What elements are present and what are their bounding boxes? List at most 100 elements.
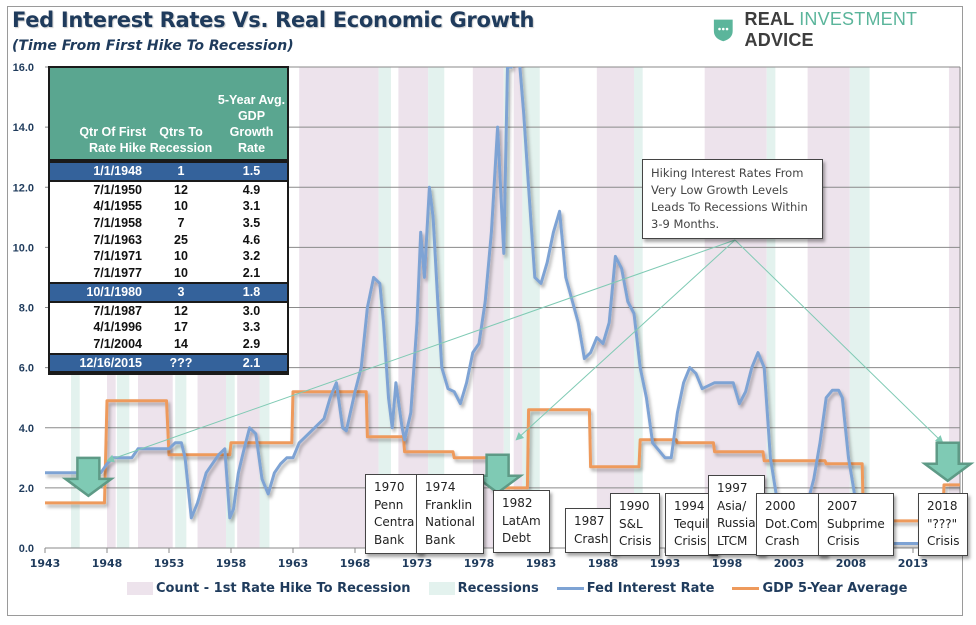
- y-tick-label: 12.0: [13, 182, 34, 194]
- x-tick-label: 2003: [774, 557, 805, 570]
- brand-logo: REAL INVESTMENT ADVICE: [712, 9, 976, 51]
- legend-item-fed-rate: Fed Interest Rate: [556, 581, 715, 596]
- cell-qtrs: 10: [174, 266, 188, 281]
- header-gdp-growth: 5-Year Avg. GDP Growth Rate: [217, 93, 286, 155]
- annotation-note: Hiking Interest Rates From Very Low Grow…: [642, 159, 823, 239]
- crisis-callout-1987: 1987 Crash: [565, 508, 618, 553]
- y-tick-label: 14.0: [13, 122, 34, 134]
- crisis-callout-1970: 1970 Penn Centra Bank: [365, 474, 424, 554]
- table-row: 7/1/1987 12 3.0: [50, 303, 287, 320]
- cell-qtrs: 10: [174, 199, 188, 214]
- gdp-5-year-average-line: [45, 390, 960, 523]
- crisis-callout-1974: 1974 Franklin National Bank: [416, 474, 485, 554]
- brand-word-real: REAL: [744, 9, 800, 29]
- pointer-line: [106, 239, 736, 463]
- x-tick-label: 1968: [340, 557, 371, 570]
- legend-label-fed-rate: Fed Interest Rate: [586, 581, 715, 596]
- series-layer: [45, 67, 960, 545]
- cell-date: 7/1/1971: [93, 249, 142, 264]
- crisis-callout-2007: 2007 Subprime Crisis: [818, 493, 894, 556]
- x-tick-label: 1943: [30, 557, 61, 570]
- cell-gdp: 3.0: [242, 303, 261, 318]
- legend-label-recessions: Recessions: [457, 581, 539, 596]
- legend-label-gdp: GDP 5-Year Average: [762, 581, 908, 596]
- cell-date: 12/16/2015: [79, 355, 142, 370]
- crisis-callout-1982: 1982 LatAm Debt: [493, 490, 550, 553]
- table-row: 12/16/2015??? 2.1: [50, 352, 287, 374]
- cell-gdp: 4.6: [242, 232, 261, 247]
- table-row: 7/1/1950 12 4.9: [50, 182, 287, 199]
- legend-swatch-fed-rate: [556, 587, 584, 590]
- y-tick-label: 6.0: [19, 363, 34, 375]
- table-row: 10/1/1980 3 1.8: [50, 281, 287, 303]
- rate-hike-table: Qtr Of First Rate Hike Qtrs To Recession…: [48, 66, 289, 376]
- table-row: 1/1/1948 1 1.5: [50, 161, 287, 182]
- cell-gdp: 1.5: [242, 164, 261, 178]
- down-arrow-icon: [470, 453, 525, 495]
- cell-qtrs: 1: [177, 164, 185, 178]
- brand-word-advice: ADVICE: [744, 30, 814, 50]
- legend-item-gdp: GDP 5-Year Average: [732, 581, 907, 596]
- down-arrow-icon: [61, 456, 116, 498]
- table-row: 7/1/1977 10 2.1: [50, 265, 287, 282]
- x-tick-label: 1998: [712, 557, 743, 570]
- x-tick-label: 1948: [92, 557, 123, 570]
- shield-chat-icon: [713, 19, 733, 42]
- header-qtrs-to-recession: Qtrs To Recession: [149, 125, 213, 155]
- cell-date: 1/1/1948: [93, 164, 142, 178]
- chart-legend: Count - 1st Rate Hike To Recession Reces…: [127, 581, 925, 596]
- legend-label-hike: Count - 1st Rate Hike To Recession: [156, 581, 411, 596]
- chart-subtitle: (Time From First Hike To Recession): [12, 38, 294, 54]
- y-tick-label: 2.0: [19, 483, 34, 495]
- header-qtr-first-hike: Qtr Of First Rate Hike: [79, 125, 146, 155]
- table-row: 7/1/2004 14 2.9: [50, 336, 287, 353]
- cell-qtrs: 10: [174, 249, 188, 264]
- pointer-lines-layer: [106, 239, 944, 463]
- table-header: Qtr Of First Rate Hike Qtrs To Recession…: [50, 68, 287, 161]
- table-row: 4/1/1955 10 3.1: [50, 198, 287, 215]
- cell-qtrs: 7: [177, 216, 185, 231]
- legend-item-hike: Count - 1st Rate Hike To Recession: [127, 581, 411, 596]
- cell-date: 4/1/1955: [93, 199, 142, 214]
- down-arrows-layer: [61, 441, 975, 498]
- cell-qtrs: 17: [174, 320, 188, 335]
- y-tick-label: 16.0: [13, 62, 34, 74]
- cell-gdp: 2.1: [242, 355, 261, 370]
- cell-gdp: 2.1: [242, 266, 261, 281]
- pointer-line: [734, 239, 944, 444]
- down-arrow-icon: [920, 441, 975, 483]
- cell-gdp: 3.2: [242, 249, 261, 264]
- cell-qtrs: 3: [177, 284, 185, 299]
- x-tick-label: 1978: [464, 557, 495, 570]
- table-body: 1/1/1948 1 1.5 7/1/1950 12 4.9 4/1/1955 10 3.1 7/…: [50, 161, 287, 374]
- x-tick-label: 1963: [278, 557, 309, 570]
- crisis-callout-2000: 2000 Dot.Com Crash: [756, 493, 827, 556]
- table-row: 7/1/1971 10 3.2: [50, 248, 287, 265]
- cell-date: 7/1/2004: [93, 336, 142, 351]
- x-tick-label: 1973: [402, 557, 433, 570]
- x-tick-label: 1988: [588, 557, 619, 570]
- cell-qtrs: 25: [174, 232, 188, 247]
- x-tick-label: 1993: [650, 557, 681, 570]
- x-tick-label: 1958: [216, 557, 247, 570]
- x-tick-label: 1983: [526, 557, 557, 570]
- brand-word-investment: INVESTMENT: [799, 9, 918, 29]
- cell-date: 7/1/1977: [93, 266, 142, 281]
- table-row: 7/1/1963 25 4.6: [50, 232, 287, 249]
- cell-gdp: 4.9: [242, 182, 261, 197]
- cell-gdp: 3.1: [242, 199, 261, 214]
- cell-qtrs: 12: [174, 182, 188, 197]
- cell-date: 7/1/1958: [93, 216, 142, 231]
- cell-qtrs: ???: [169, 355, 193, 370]
- table-row: 4/1/1996 17 3.3: [50, 319, 287, 336]
- legend-swatch-recessions: [428, 582, 455, 595]
- cell-gdp: 2.9: [242, 336, 261, 351]
- cell-date: 4/1/1996: [93, 320, 142, 335]
- x-tick-label: 1953: [154, 557, 185, 570]
- cell-qtrs: 12: [174, 303, 188, 318]
- fed-interest-rate-line: [45, 67, 960, 545]
- cell-date: 7/1/1950: [93, 182, 142, 197]
- crisis-callout-1990: 1990 S&L Crisis: [610, 493, 661, 556]
- pointer-line: [515, 239, 736, 441]
